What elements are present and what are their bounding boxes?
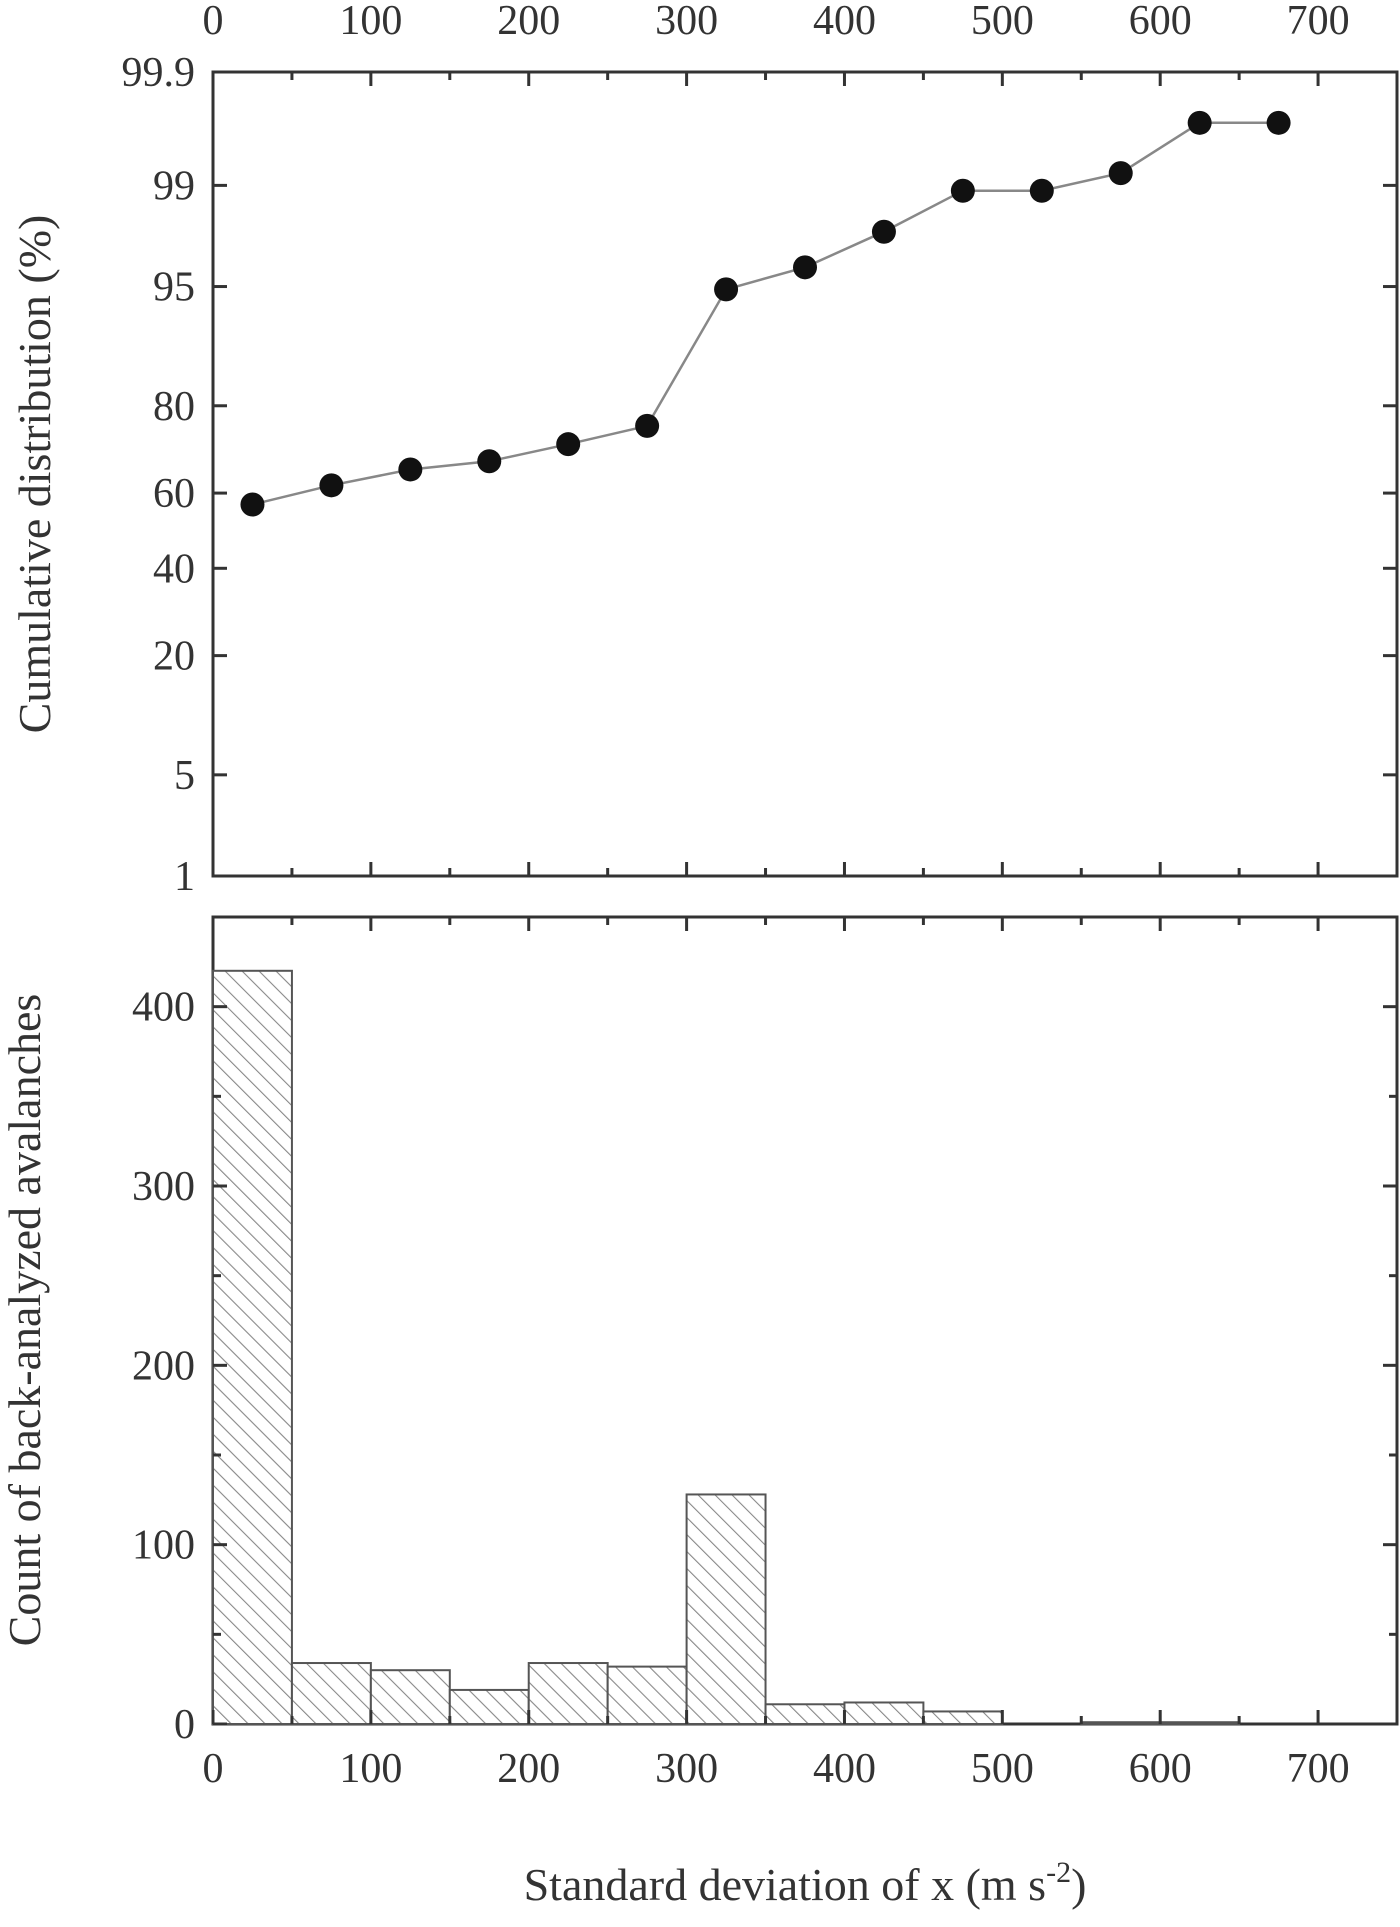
histogram-bar xyxy=(369,1669,451,1725)
cumulative-data-point xyxy=(871,219,896,244)
histogram-bar xyxy=(1080,1721,1162,1725)
cumulative-data-point xyxy=(398,457,423,482)
top-x-ticks: 0 100 200 300 400 500 600 700 xyxy=(203,0,1350,876)
bottom-y-axis-title: Count of back-analyzed avalanches xyxy=(0,994,50,1647)
top-x-tick-label: 0 xyxy=(203,0,224,44)
top-y-tick-label: 5 xyxy=(174,753,195,799)
x-axis-title-suffix: ) xyxy=(1071,1859,1086,1910)
bottom-x-tick-label: 700 xyxy=(1287,1746,1350,1792)
top-y-tick-label: 60 xyxy=(153,471,195,517)
top-y-tick-label: 40 xyxy=(153,546,195,592)
bottom-x-tick-label: 600 xyxy=(1129,1746,1192,1792)
bottom-y-tick-label: 400 xyxy=(132,985,195,1031)
x-axis-title-main: Standard deviation of x (m s xyxy=(524,1859,1047,1910)
bottom-y-tick-label: 300 xyxy=(132,1164,195,1210)
histogram-bar xyxy=(212,969,293,1725)
histogram-bar xyxy=(527,1662,609,1725)
bottom-x-tick-label: 400 xyxy=(813,1746,876,1792)
cumulative-data-point xyxy=(635,413,660,438)
bottom-plot-frame xyxy=(211,915,1399,1726)
cumulative-data-point xyxy=(240,492,265,517)
histogram-bars xyxy=(212,969,1241,1726)
bottom-x-axis-title: Standard deviation of x (m s-2) xyxy=(524,1856,1087,1910)
top-x-tick-label: 200 xyxy=(497,0,560,44)
cumulative-data-point xyxy=(714,277,739,302)
top-y-ticks: 1 5 20 40 60 80 95 99 99.9 xyxy=(122,50,1397,900)
bottom-x-tick-label: 300 xyxy=(655,1746,718,1792)
top-y-tick-label: 99.9 xyxy=(122,50,196,96)
bottom-y-tick-label: 100 xyxy=(132,1523,195,1569)
cumulative-data-point xyxy=(1187,110,1212,135)
histogram-bar xyxy=(1159,1721,1241,1725)
histogram-bar xyxy=(290,1662,372,1725)
x-axis-title-superscript: -2 xyxy=(1046,1856,1071,1889)
bottom-y-ticks: 0 100 200 300 400 xyxy=(132,985,1397,1748)
top-y-tick-label: 1 xyxy=(174,854,195,900)
top-x-tick-label: 700 xyxy=(1287,0,1350,44)
cumulative-series-line xyxy=(252,121,1279,506)
top-y-tick-label: 99 xyxy=(153,163,195,209)
top-x-tick-label: 600 xyxy=(1129,0,1192,44)
cumulative-data-point xyxy=(556,432,581,457)
histogram-bar xyxy=(606,1665,688,1725)
top-x-tick-label: 400 xyxy=(813,0,876,44)
top-x-tick-label: 500 xyxy=(971,0,1034,44)
cumulative-data-point xyxy=(1029,178,1054,203)
bottom-x-tick-label: 100 xyxy=(339,1746,402,1792)
cumulative-data-point xyxy=(319,473,344,498)
histogram-bar xyxy=(448,1688,530,1725)
histogram-bar xyxy=(922,1710,1004,1725)
top-plot-frame xyxy=(211,70,1399,878)
bottom-y-tick-label: 0 xyxy=(174,1702,195,1748)
bottom-y-tick-label: 200 xyxy=(132,1343,195,1389)
histogram-panel: 0 100 200 300 400 500 600 700 0 100 200 300 400 Cou… xyxy=(0,915,1399,1910)
histogram-bar xyxy=(685,1493,767,1726)
cumulative-data-point xyxy=(793,255,817,280)
histogram-bar xyxy=(843,1701,925,1725)
bottom-x-tick-label: 0 xyxy=(203,1746,224,1792)
top-y-axis-title: Cumulative distribution (%) xyxy=(9,215,60,734)
top-y-tick-label: 20 xyxy=(153,634,195,680)
cumulative-data-point xyxy=(950,178,975,203)
cumulative-data-point xyxy=(1266,110,1291,135)
cumulative-data-point xyxy=(1108,161,1133,186)
histogram-bar xyxy=(764,1703,846,1725)
cumulative-distribution-panel: 0 100 200 300 400 500 600 700 1 5 20 40 60 80 95 99 99.… xyxy=(9,0,1399,900)
cumulative-data-point xyxy=(477,449,502,474)
top-y-tick-label: 80 xyxy=(153,384,195,430)
cumulative-series-points xyxy=(240,110,1291,517)
top-y-tick-label: 95 xyxy=(153,265,195,311)
top-x-tick-label: 300 xyxy=(655,0,718,44)
top-x-tick-label: 100 xyxy=(339,0,402,44)
bottom-x-tick-label: 200 xyxy=(497,1746,560,1792)
bottom-x-tick-label: 500 xyxy=(971,1746,1034,1792)
bottom-x-ticks: 0 100 200 300 400 500 600 700 xyxy=(203,917,1350,1792)
